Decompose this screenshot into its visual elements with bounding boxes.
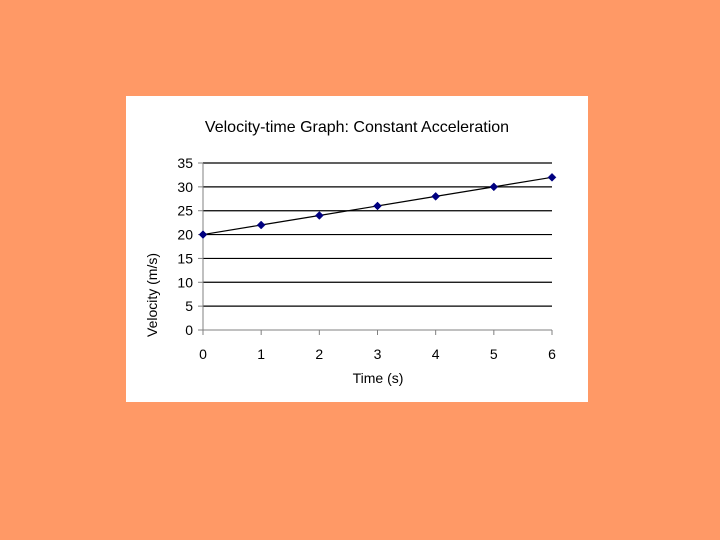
x-tick-label: 2 bbox=[315, 346, 323, 362]
data-point-marker bbox=[373, 201, 382, 211]
x-tick-label: 6 bbox=[548, 346, 556, 362]
y-tick-label: 15 bbox=[177, 250, 193, 266]
x-tick-label: 3 bbox=[374, 346, 382, 362]
velocity-time-chart: Velocity-time Graph: Constant Accelerati… bbox=[144, 119, 557, 386]
y-axis-label: Velocity (m/s) bbox=[144, 253, 160, 337]
y-tick-label: 35 bbox=[177, 155, 193, 171]
data-point-marker bbox=[256, 220, 266, 230]
y-tick-label: 0 bbox=[185, 322, 193, 338]
x-tick-label: 5 bbox=[490, 346, 498, 362]
gridlines bbox=[203, 162, 552, 307]
data-point-marker bbox=[547, 172, 557, 182]
x-axis-label: Time (s) bbox=[353, 370, 404, 386]
axes bbox=[198, 162, 553, 335]
x-tick-label: 4 bbox=[432, 346, 440, 362]
data-point-marker bbox=[198, 230, 208, 239]
data-point-marker bbox=[489, 182, 499, 192]
series-layer bbox=[198, 172, 557, 239]
chart-panel: Velocity-time Graph: Constant Accelerati… bbox=[126, 96, 588, 402]
x-tick-label: 1 bbox=[257, 346, 265, 362]
y-tick-label: 30 bbox=[177, 179, 193, 195]
chart-title: Velocity-time Graph: Constant Accelerati… bbox=[205, 119, 509, 136]
y-tick-label: 5 bbox=[185, 298, 193, 314]
y-tick-label: 25 bbox=[177, 203, 193, 219]
data-point-marker bbox=[314, 211, 324, 220]
x-tick-label: 0 bbox=[199, 346, 207, 362]
y-tick-label: 10 bbox=[177, 274, 193, 290]
tick-labels: 0 5 10 15 20 25 30 35 0 1 2 3 4 5 6 bbox=[177, 155, 556, 362]
data-point-marker bbox=[431, 192, 441, 201]
y-tick-label: 20 bbox=[177, 227, 193, 243]
